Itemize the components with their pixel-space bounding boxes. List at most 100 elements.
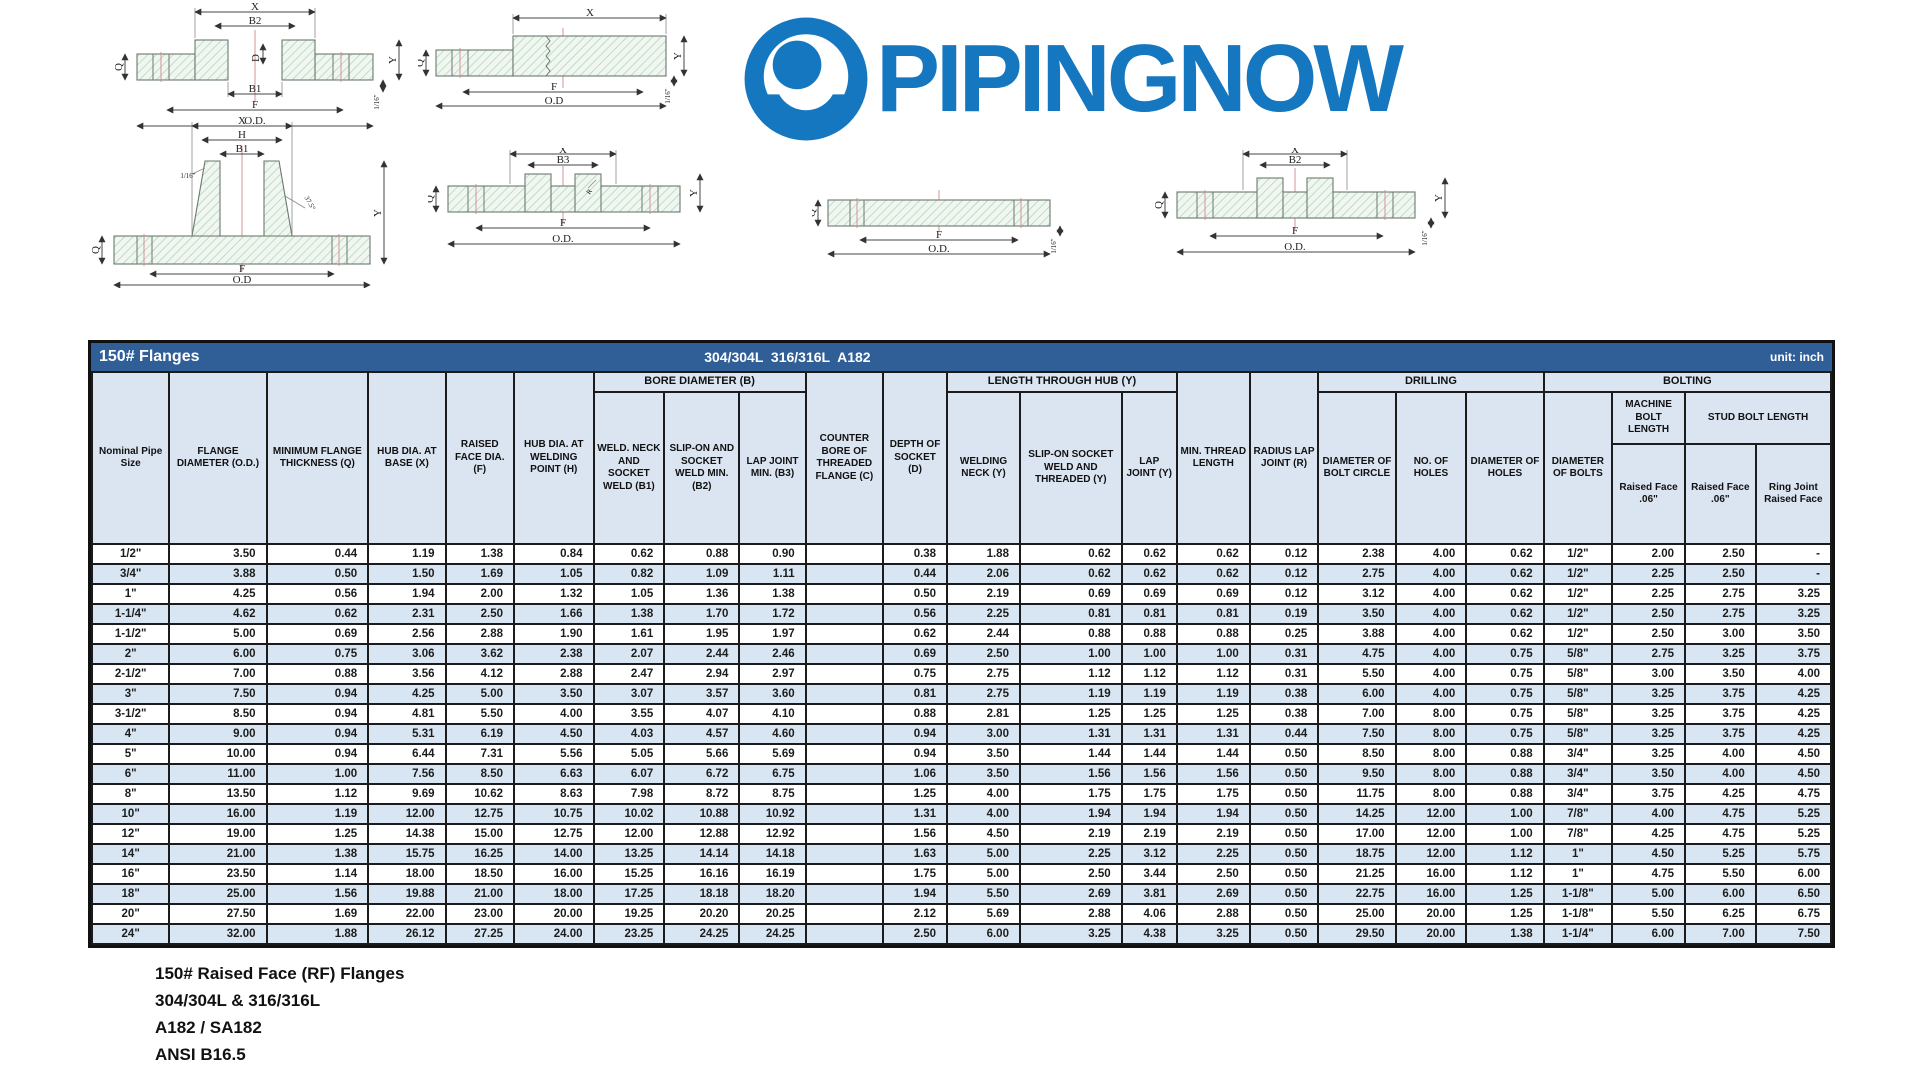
data-cell: 2.75 — [1611, 643, 1687, 665]
data-cell: 4.25 — [1754, 723, 1833, 745]
data-cell: 10.00 — [168, 743, 268, 765]
data-cell: 1.88 — [946, 543, 1021, 565]
data-cell: 0.88 — [265, 663, 370, 685]
pipe-size-cell: 10" — [90, 803, 171, 825]
data-cell — [804, 703, 885, 725]
data-cell: 2.97 — [738, 663, 807, 685]
dim-label: B2 — [1289, 154, 1302, 166]
data-cell: 4.25 — [1754, 703, 1833, 725]
data-cell: 4.06 — [1120, 903, 1178, 925]
data-cell: 0.31 — [1248, 663, 1320, 685]
data-cell: 5.50 — [1317, 663, 1397, 685]
data-cell: 1.25 — [1120, 703, 1178, 725]
data-cell: 8.00 — [1394, 743, 1468, 765]
data-cell: 1/2" — [1542, 563, 1614, 585]
table-row: 10" 16.00 1.19 12.00 12.75 10.75 10.02 10.88 10.… — [90, 803, 1833, 825]
data-cell: 7.00 — [1684, 923, 1757, 945]
data-cell: 4.00 — [1394, 643, 1468, 665]
data-cell: 0.50 — [1248, 883, 1320, 905]
col-header-machine-raised-face: Raised Face .06" — [1611, 443, 1687, 545]
data-cell: 0.62 — [1465, 583, 1545, 605]
col-header-counter-bore: COUNTER BORE OF THREADED FLANGE (C) — [804, 371, 885, 545]
col-header-hub-dia-base: HUB DIA. AT BASE (X) — [367, 371, 447, 545]
data-cell: 17.25 — [592, 883, 666, 905]
data-cell: 10.02 — [592, 803, 666, 825]
data-cell: 4.00 — [1684, 763, 1757, 785]
data-cell: 4.75 — [1684, 823, 1757, 845]
data-cell: 3.25 — [1611, 683, 1687, 705]
data-cell: 1.00 — [1018, 643, 1123, 665]
data-cell: 0.81 — [1120, 603, 1178, 625]
col-header-ring-joint-raised-face: Ring Joint Raised Face — [1754, 443, 1833, 545]
data-cell: 2.19 — [1120, 823, 1178, 845]
table-row: 1/2" 3.50 0.44 1.19 1.38 0.84 0.62 0.88 0.90 0.38… — [90, 543, 1833, 565]
dim-label: F — [239, 263, 245, 275]
data-cell: 0.88 — [1120, 623, 1178, 645]
data-cell: 1.56 — [1120, 763, 1178, 785]
data-cell: 1.75 — [881, 863, 949, 885]
dim-label: F — [1292, 225, 1298, 237]
data-cell: 0.88 — [1465, 743, 1545, 765]
pipe-size-cell: 8" — [90, 783, 171, 805]
data-cell: 24.25 — [738, 923, 807, 945]
data-cell: 1.00 — [265, 763, 370, 785]
data-cell: 17.00 — [1317, 823, 1397, 845]
table-row: 12" 19.00 1.25 14.38 15.00 12.75 12.00 12.88 12.… — [90, 823, 1833, 845]
data-cell: 5/8" — [1542, 683, 1614, 705]
data-cell: 1.11 — [738, 563, 807, 585]
table-row: 2" 6.00 0.75 3.06 3.62 2.38 2.07 2.44 2.46 0.69 2.… — [90, 643, 1833, 665]
data-cell: 10.75 — [513, 803, 595, 825]
col-header-raised-face-dia: RAISED FACE DIA. (F) — [444, 371, 516, 545]
data-cell: 0.62 — [265, 603, 370, 625]
dim-label: B1 — [249, 83, 262, 95]
data-cell: 0.75 — [1465, 643, 1545, 665]
data-cell: 0.75 — [1465, 683, 1545, 705]
pipe-size-cell: 1-1/2" — [90, 623, 171, 645]
data-cell: 3/4" — [1542, 783, 1614, 805]
data-cell: 2.69 — [1175, 883, 1251, 905]
data-cell: 11.00 — [168, 763, 268, 785]
data-cell: 0.50 — [1248, 863, 1320, 885]
data-cell: 1.69 — [265, 903, 370, 925]
data-cell: 3/4" — [1542, 743, 1614, 765]
data-cell: 3.25 — [1611, 743, 1687, 765]
data-cell: 3.50 — [946, 763, 1021, 785]
data-cell: 2.46 — [738, 643, 807, 665]
data-cell: 3.50 — [946, 743, 1021, 765]
data-cell: 1.75 — [1120, 783, 1178, 805]
data-cell: 2.44 — [946, 623, 1021, 645]
data-cell: 2.44 — [663, 643, 741, 665]
col-header-welding-neck-y: WELDING NECK (Y) — [946, 391, 1021, 545]
data-cell: 4.62 — [168, 603, 268, 625]
data-cell: 2.50 — [444, 603, 516, 625]
data-cell: 4.75 — [1754, 783, 1833, 805]
data-cell: 0.62 — [592, 543, 666, 565]
data-cell: 1.25 — [1175, 703, 1251, 725]
data-cell: 2.81 — [946, 703, 1021, 725]
table-row: 8" 13.50 1.12 9.69 10.62 8.63 7.98 8.72 8.75 1.25… — [90, 783, 1833, 805]
data-cell: 5.00 — [444, 683, 516, 705]
data-cell: 5.31 — [367, 723, 447, 745]
pipe-size-cell: 2-1/2" — [90, 663, 171, 685]
data-cell: 7.31 — [444, 743, 516, 765]
data-cell: 16.00 — [1394, 883, 1468, 905]
data-cell: 7.50 — [168, 683, 268, 705]
data-cell: 5.00 — [946, 863, 1021, 885]
data-cell: 0.94 — [881, 743, 949, 765]
data-cell: 21.25 — [1317, 863, 1397, 885]
data-cell: 0.94 — [265, 743, 370, 765]
data-cell — [804, 783, 885, 805]
dim-label: Q — [1155, 201, 1165, 209]
data-cell: 0.44 — [265, 543, 370, 565]
data-cell: 6.63 — [513, 763, 595, 785]
data-cell: 1.00 — [1120, 643, 1178, 665]
data-cell: 1.44 — [1018, 743, 1123, 765]
data-cell: 10.88 — [663, 803, 741, 825]
data-cell: 4.50 — [1611, 843, 1687, 865]
data-cell: 0.75 — [1465, 723, 1545, 745]
dim-label: O.D. — [552, 233, 574, 245]
data-cell: 4.81 — [367, 703, 447, 725]
col-header-bolt-circle-diameter: DIAMETER OF BOLT CIRCLE — [1317, 391, 1397, 545]
data-cell: 1.25 — [265, 823, 370, 845]
table-row: 1" 4.25 0.56 1.94 2.00 1.32 1.05 1.36 1.38 0.50 2.… — [90, 583, 1833, 605]
